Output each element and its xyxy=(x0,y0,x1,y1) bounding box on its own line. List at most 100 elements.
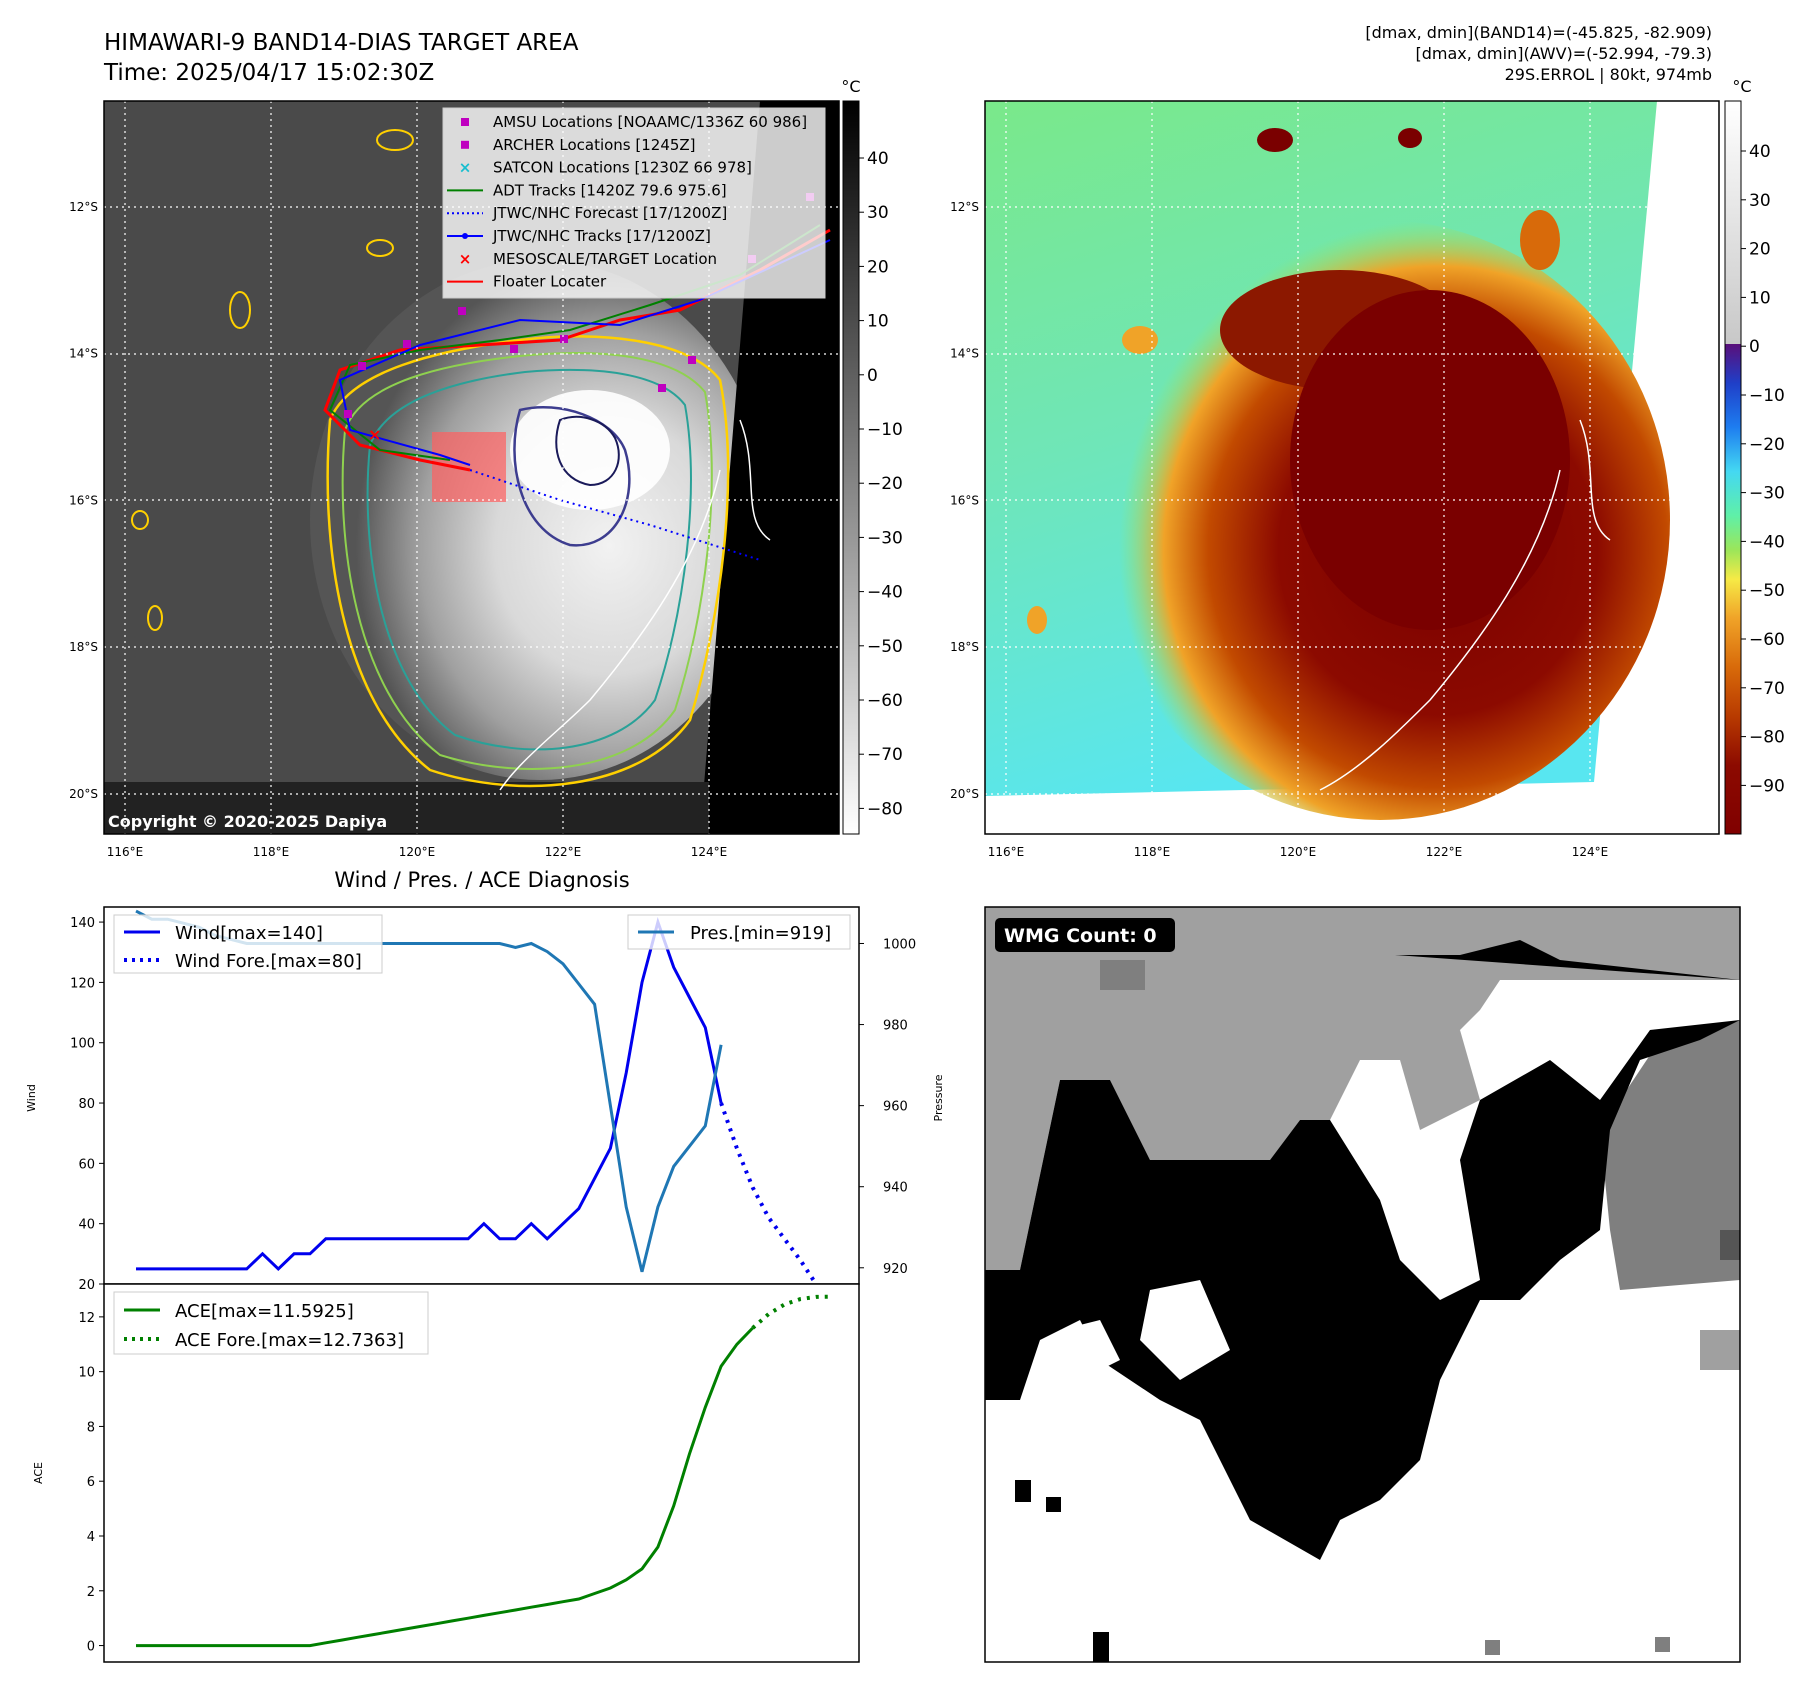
legend-label: SATCON Locations [1230Z 66 978] xyxy=(493,159,752,177)
y-tick-label: 20 xyxy=(78,1278,95,1293)
ace-chart: 0 2 4 6 8 10 12 ACE ACE[max=11.5925] ACE Fore.… xyxy=(32,1284,859,1662)
y-tick-label: 0 xyxy=(87,1640,95,1655)
figure-time: Time: 2025/04/17 15:02:30Z xyxy=(103,60,434,86)
colorbar-tick-label: −20 xyxy=(867,474,903,494)
legend-label: ADT Tracks [1420Z 79.6 975.6] xyxy=(493,181,727,199)
y2-tick-label: 920 xyxy=(883,1262,908,1277)
y-tick-label: 100 xyxy=(70,1037,95,1052)
y-tick-label: 80 xyxy=(78,1097,95,1112)
lat-tick-label: 12°S xyxy=(69,200,98,214)
y-tick-label: 6 xyxy=(87,1475,95,1490)
storm-info: 29S.ERROL | 80kt, 974mb xyxy=(1505,65,1712,84)
map2-lon-ticks: 116°E 118°E 120°E 122°E 124°E xyxy=(988,845,1609,859)
y-tick-label: 140 xyxy=(70,916,95,931)
lat-tick-label: 12°S xyxy=(950,200,979,214)
legend-ace-fore: ACE Fore.[max=12.7363] xyxy=(175,1330,404,1351)
y-tick-label: 12 xyxy=(78,1311,95,1326)
lon-tick-label: 118°E xyxy=(1134,845,1171,859)
y-tick-label: 120 xyxy=(70,976,95,991)
colorbar-tick-label: −80 xyxy=(1749,728,1785,748)
legend-label: MESOSCALE/TARGET Location xyxy=(493,250,717,268)
wind-ylabel: Wind xyxy=(25,1084,38,1112)
lon-tick-label: 124°E xyxy=(691,845,728,859)
map-legend: AMSU Locations [NOAAMC/1336Z 60 986] ARCH… xyxy=(443,108,825,298)
colorbar-tick-label: −10 xyxy=(867,420,903,440)
lon-tick-label: 122°E xyxy=(545,845,582,859)
map2-lat-ticks: 12°S 14°S 16°S 18°S 20°S xyxy=(950,200,979,801)
lon-tick-label: 124°E xyxy=(1572,845,1609,859)
map1-lat-ticks: 12°S 14°S 16°S 18°S 20°S xyxy=(69,200,98,801)
lat-tick-label: 16°S xyxy=(950,493,979,507)
colorbar-tick-label: 10 xyxy=(1749,288,1771,308)
lon-tick-label: 120°E xyxy=(399,845,436,859)
colorbar-tick-label: 10 xyxy=(867,312,889,332)
lat-tick-label: 20°S xyxy=(950,787,979,801)
colorbar-tick-label: 0 xyxy=(867,366,878,386)
legend-pressure: Pres.[min=919] xyxy=(690,923,831,944)
x-marker-icon: × xyxy=(459,159,472,177)
square-marker-icon xyxy=(461,141,469,149)
colorbar-tick-label: −30 xyxy=(867,528,903,548)
square-marker-icon xyxy=(461,118,469,126)
wmg-count: WMG Count: 0 xyxy=(1004,925,1157,947)
y2-tick-label: 1000 xyxy=(883,937,916,952)
colorbar-tick-label: 40 xyxy=(867,149,889,169)
y2-tick-label: 980 xyxy=(883,1019,908,1034)
legend-ace: ACE[max=11.5925] xyxy=(175,1301,354,1322)
y-tick-label: 40 xyxy=(78,1218,95,1233)
wind-pressure-chart: 20 40 60 80 100 120 140 920 940 960 980 1000 Wind P… xyxy=(25,907,945,1293)
legend-label: ARCHER Locations [1245Z] xyxy=(493,136,696,154)
colorbar-tick-label: −20 xyxy=(1749,435,1785,455)
lat-tick-label: 18°S xyxy=(950,640,979,654)
legend-label: JTWC/NHC Tracks [17/1200Z] xyxy=(492,227,711,245)
lon-tick-label: 116°E xyxy=(107,845,144,859)
gray-colorbar-unit: °C xyxy=(841,77,860,96)
pressure-ylabel: Pressure xyxy=(932,1074,945,1121)
colorbar-tick-label: −50 xyxy=(1749,581,1785,601)
line-dot-marker xyxy=(462,233,468,239)
y-tick-label: 2 xyxy=(87,1585,95,1600)
legend-label: Floater Locater xyxy=(493,273,607,291)
diag-title: Wind / Pres. / ACE Diagnosis xyxy=(334,868,629,892)
legend-wind-fore: Wind Fore.[max=80] xyxy=(175,951,362,972)
colorbar-tick-label: −40 xyxy=(867,583,903,603)
gray-colorbar: °C 40 30 20 10 0 −10 −20 −30 −40 −50 −60 −70 −80 xyxy=(841,77,902,834)
colorbar-tick-label: −10 xyxy=(1749,386,1785,406)
figure-title: HIMAWARI-9 BAND14-DIAS TARGET AREA xyxy=(104,30,579,56)
stat-awv: [dmax, dmin](AWV)=(-52.994, -79.3) xyxy=(1415,44,1712,63)
color-colorbar-unit: °C xyxy=(1732,77,1751,96)
y2-tick-label: 960 xyxy=(883,1100,908,1115)
y2-tick-label: 940 xyxy=(883,1181,908,1196)
lat-tick-label: 20°S xyxy=(69,787,98,801)
wmg-panel: WMG Count: 0 xyxy=(985,907,1740,1662)
y-tick-label: 4 xyxy=(87,1530,95,1545)
y-tick-label: 10 xyxy=(78,1366,95,1381)
colorbar-tick-label: −60 xyxy=(867,691,903,711)
lon-tick-label: 118°E xyxy=(253,845,290,859)
colorbar-tick-label: 20 xyxy=(1749,240,1771,260)
colorbar-tick-label: −80 xyxy=(867,799,903,819)
lat-tick-label: 14°S xyxy=(69,347,98,361)
colorbar-tick-label: 30 xyxy=(1749,191,1771,211)
legend-wind: Wind[max=140] xyxy=(175,923,323,944)
colorbar-tick-label: 0 xyxy=(1749,337,1760,357)
copyright: Copyright © 2020-2025 Dapiya xyxy=(108,812,387,831)
colorbar-tick-label: −50 xyxy=(867,637,903,657)
svg-text:×: × xyxy=(368,425,381,444)
lat-tick-label: 18°S xyxy=(69,640,98,654)
colorbar-tick-label: −70 xyxy=(867,745,903,765)
legend-label: JTWC/NHC Forecast [17/1200Z] xyxy=(492,204,727,222)
stat-band14: [dmax, dmin](BAND14)=(-45.825, -82.909) xyxy=(1365,23,1712,42)
y-tick-label: 60 xyxy=(78,1157,95,1172)
colorbar-tick-label: −40 xyxy=(1749,532,1785,552)
map1-lon-ticks: 116°E 118°E 120°E 122°E 124°E xyxy=(107,845,728,859)
colorbar-tick-label: −60 xyxy=(1749,630,1785,650)
lat-tick-label: 14°S xyxy=(950,347,979,361)
x-marker-icon: × xyxy=(459,250,472,268)
ir-color-map xyxy=(985,101,1719,834)
y-tick-label: 8 xyxy=(87,1420,95,1435)
ace-ylabel: ACE xyxy=(32,1462,45,1484)
colorbar-tick-label: −70 xyxy=(1749,679,1785,699)
lon-tick-label: 120°E xyxy=(1280,845,1317,859)
